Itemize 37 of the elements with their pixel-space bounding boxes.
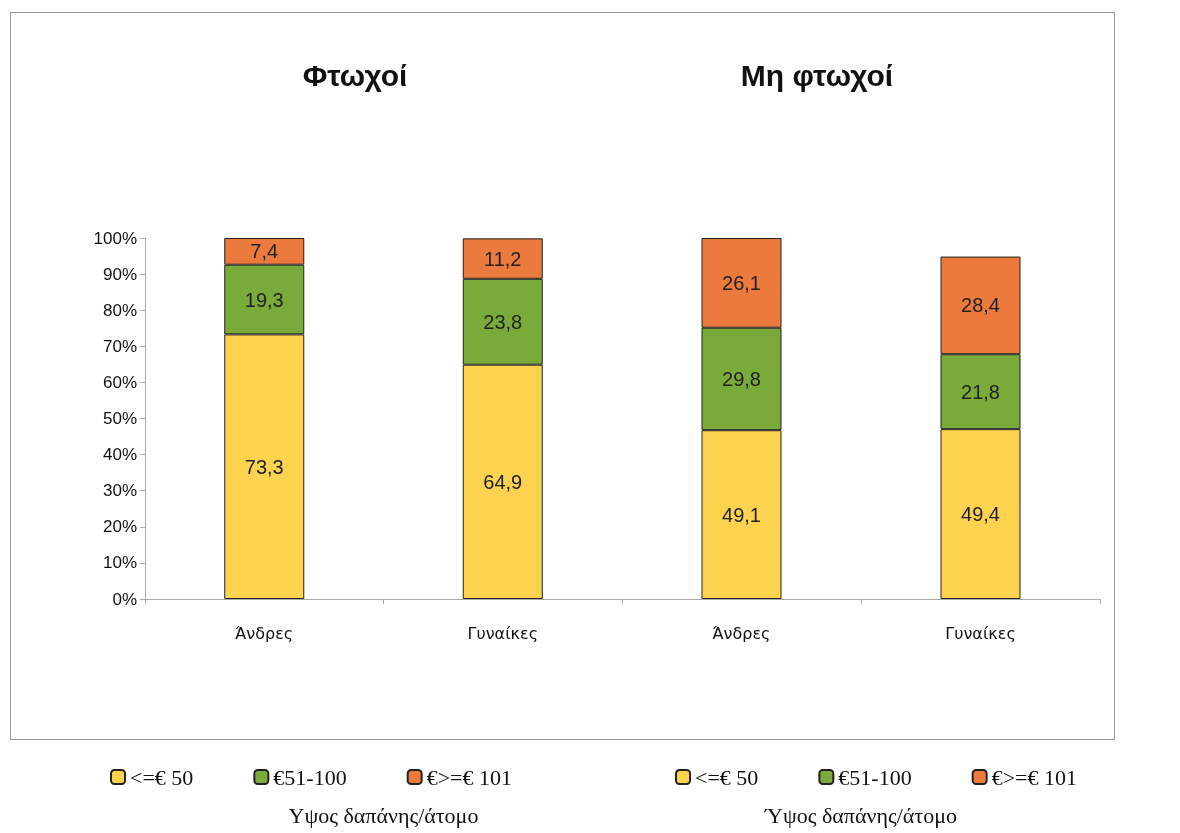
- y-tick-label: 10%: [102, 553, 137, 573]
- data-label: 21,8: [961, 380, 1000, 403]
- x-axis-title: Υψος δαπάνης/άτομο: [288, 802, 479, 828]
- y-tick-label: 40%: [102, 445, 137, 465]
- y-tick-label: 90%: [102, 264, 137, 284]
- x-tick-label: Γυναίκες: [467, 623, 539, 643]
- data-label: 73,3: [244, 455, 284, 478]
- legend-label: <=€ 50: [695, 764, 759, 790]
- legend-label: <=€ 50: [130, 764, 194, 790]
- y-tick-label: 80%: [102, 300, 137, 320]
- y-tick-label: 100%: [93, 228, 137, 248]
- x-tick-label: Γυναίκες: [945, 623, 1016, 643]
- legend-label: €51-100: [273, 764, 347, 790]
- y-tick-label: 70%: [102, 336, 137, 356]
- x-tick-label: Άνδρες: [235, 623, 294, 643]
- legend-label: €51-100: [838, 764, 912, 790]
- y-tick-label: 20%: [102, 517, 137, 537]
- data-label: 11,2: [484, 247, 522, 270]
- data-label: 26,1: [722, 271, 761, 294]
- data-label: 23,8: [483, 310, 523, 333]
- data-label: 49,4: [961, 503, 1000, 526]
- chart-title: Φτωχοί: [302, 58, 408, 92]
- y-tick-label: 60%: [102, 372, 137, 392]
- y-tick-label: 0%: [112, 589, 137, 609]
- x-axis-title: Ύψος δαπάνης/άτομο: [764, 802, 957, 828]
- y-tick-label: 30%: [102, 481, 137, 501]
- legend-label: €>=€ 101: [991, 764, 1077, 790]
- data-label: 64,9: [483, 470, 523, 493]
- data-label: 19,3: [244, 288, 284, 311]
- data-label: 29,8: [722, 367, 761, 390]
- chart-title: Μη φτωχοί: [740, 58, 894, 92]
- y-tick-label: 50%: [102, 409, 137, 428]
- x-tick-label: Άνδρες: [712, 623, 771, 643]
- data-label: 49,1: [722, 503, 761, 526]
- data-label: 7,4: [250, 240, 279, 263]
- data-label: 28,4: [961, 294, 1000, 317]
- legend-label: €>=€ 101: [426, 764, 512, 790]
